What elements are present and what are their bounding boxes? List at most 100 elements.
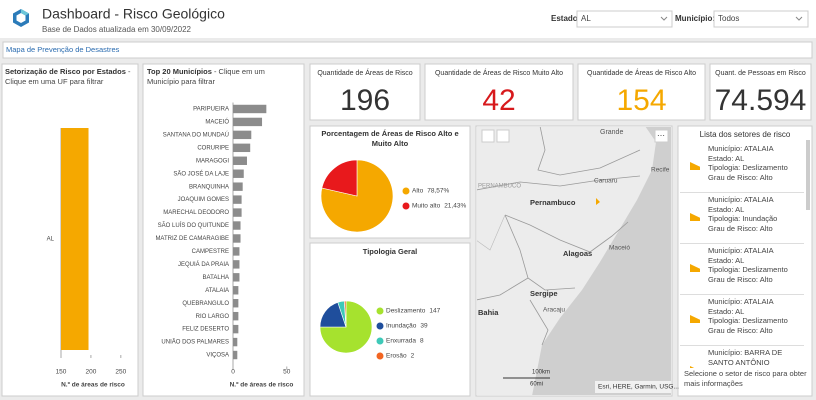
bar[interactable]	[233, 104, 267, 114]
item-line: Tipologia: Deslizamento	[708, 163, 788, 172]
kpi-value: 74.594	[715, 84, 807, 117]
x-tick-label: 150	[56, 369, 67, 376]
bar[interactable]	[233, 337, 238, 347]
item-line: Estado: AL	[708, 204, 745, 214]
category-label: SÃO LUÍS DO QUITUNDE	[158, 222, 229, 229]
bar[interactable]	[233, 260, 240, 269]
bar[interactable]	[233, 273, 240, 282]
map-label: Recife	[651, 167, 670, 174]
map-label: Aracaju	[543, 307, 565, 314]
item-icon	[690, 315, 700, 323]
bar[interactable]	[233, 156, 247, 165]
category-label: MACEIÓ	[205, 119, 229, 126]
category-label: AL	[47, 237, 55, 243]
scrollbar[interactable]	[806, 140, 810, 210]
legend-label: Alto	[412, 188, 424, 195]
pie-slice[interactable]	[319, 300, 373, 354]
category-label: UNIÃO DOS PALMARES	[161, 339, 229, 346]
municipio-label: Município:	[675, 14, 715, 23]
legend-swatch	[402, 187, 410, 195]
map-scale: 60mi	[530, 382, 543, 388]
map-attribution: Esri, HERE, Garmin, USG...	[598, 384, 679, 391]
estado-value: AL	[581, 14, 591, 23]
map-labels: Grande PERNAMBUCO Caruaru Recife Pernamb…	[478, 129, 679, 391]
item-line: Estado: AL	[708, 153, 745, 163]
bar[interactable]	[61, 128, 89, 350]
bar[interactable]	[233, 221, 241, 230]
bar[interactable]	[233, 130, 252, 140]
category-label: QUEBRANGULO	[182, 301, 229, 307]
list-item[interactable]: Município: ATALAIA Estado: AL Tipologia: D…	[680, 142, 804, 193]
municipio-value: Todos	[718, 14, 739, 23]
category-label: ATALAIA	[205, 288, 229, 294]
panel-title: Setorização de Risco por Estados - Cliqu…	[5, 67, 133, 87]
x-axis-label: N.º de áreas de risco	[230, 382, 294, 389]
item-line: Tipologia: Inundação	[708, 214, 778, 223]
legend-swatch	[376, 337, 384, 345]
item-line: Município: ATALAIA	[708, 246, 774, 255]
subtitle: - Clique em um Município para filtrar	[147, 67, 265, 86]
list-title: Lista dos setores de risco	[700, 130, 791, 139]
category-label: RIO LARGO	[196, 314, 230, 320]
item-line: Grau de Risco: Alto	[708, 223, 773, 233]
item-line: Estado: AL	[708, 255, 745, 265]
category-label: CAMPESTRE	[192, 249, 229, 255]
bar[interactable]	[233, 286, 239, 295]
bar[interactable]	[233, 324, 239, 334]
map-label: Bahia	[478, 308, 499, 317]
bar[interactable]	[233, 143, 251, 153]
item-line: Município: BARRA DE SANTO ANTÔNIO	[708, 348, 783, 367]
bar[interactable]	[233, 234, 241, 243]
kpi-value: 42	[482, 84, 515, 117]
list-item[interactable]: Município: ATALAIA Estado: AL Tipologia: D…	[680, 295, 804, 346]
category-label: SANTANA DO MUNDAÚ	[163, 131, 229, 138]
title: Dashboard - Risco Geológico	[42, 6, 225, 22]
chart-title: Porcentagem de Áreas de Risco Alto e Mui…	[321, 129, 459, 148]
bar[interactable]	[233, 299, 239, 308]
map[interactable]: ⋯	[476, 126, 672, 396]
municipio-select[interactable]	[713, 10, 809, 28]
pie-slice[interactable]	[321, 159, 358, 197]
tab-bar	[2, 41, 813, 59]
risk-list: Município: ATALAIA Estado: AL Tipologia: D…	[680, 142, 804, 368]
x-tick-label: 0	[231, 369, 235, 376]
item-line: Município: ATALAIA	[708, 297, 774, 306]
bar[interactable]	[233, 208, 242, 217]
map-label: Caruaru	[594, 178, 618, 185]
chevron	[795, 16, 803, 21]
bar[interactable]	[233, 311, 239, 321]
logo	[13, 9, 29, 27]
bar[interactable]	[233, 195, 242, 204]
legend-value: 21,43%	[444, 203, 466, 210]
pie-slice[interactable]	[344, 300, 347, 328]
item-line: Município: ATALAIA	[708, 195, 774, 204]
list-item[interactable]: Município: BARRA DE SANTO ANTÔNIO	[680, 346, 804, 368]
legend-swatch	[376, 322, 384, 330]
item-line: Tipologia: Deslizamento	[708, 265, 788, 274]
bar[interactable]	[233, 350, 238, 360]
subtitle: - Clique em uma UF para filtrar	[5, 67, 131, 86]
estado-select[interactable]	[576, 10, 673, 28]
map-label: Alagoas	[563, 249, 592, 258]
map-label: Pernambuco	[530, 198, 576, 207]
map-scale: 100km	[532, 370, 550, 376]
bar[interactable]	[233, 182, 243, 191]
map-label: Sergipe	[530, 289, 558, 298]
tab[interactable]: Mapa de Prevenção de Desastres	[6, 45, 120, 54]
bar[interactable]	[233, 247, 240, 256]
kpi-title: Quant. de Pessoas em Risco	[715, 70, 806, 77]
estado-label: Estado:	[551, 14, 580, 23]
x-tick-label: 250	[115, 369, 126, 376]
legend-swatch	[376, 307, 384, 315]
bar[interactable]	[233, 169, 244, 178]
list-item[interactable]: Município: ATALAIA Estado: AL Tipologia: I…	[680, 193, 804, 244]
map-label: PERNAMBUCO	[478, 184, 521, 190]
category-label: BRANQUINHA	[189, 184, 229, 190]
item-icon	[690, 162, 700, 170]
bar[interactable]	[233, 117, 263, 127]
x-tick-label: 200	[85, 369, 96, 376]
list-item[interactable]: Município: ATALAIA Estado: AL Tipologia: D…	[680, 244, 804, 295]
item-line: Grau de Risco: Alto	[708, 172, 773, 182]
item-line: Tipologia: Deslizamento	[708, 316, 788, 325]
